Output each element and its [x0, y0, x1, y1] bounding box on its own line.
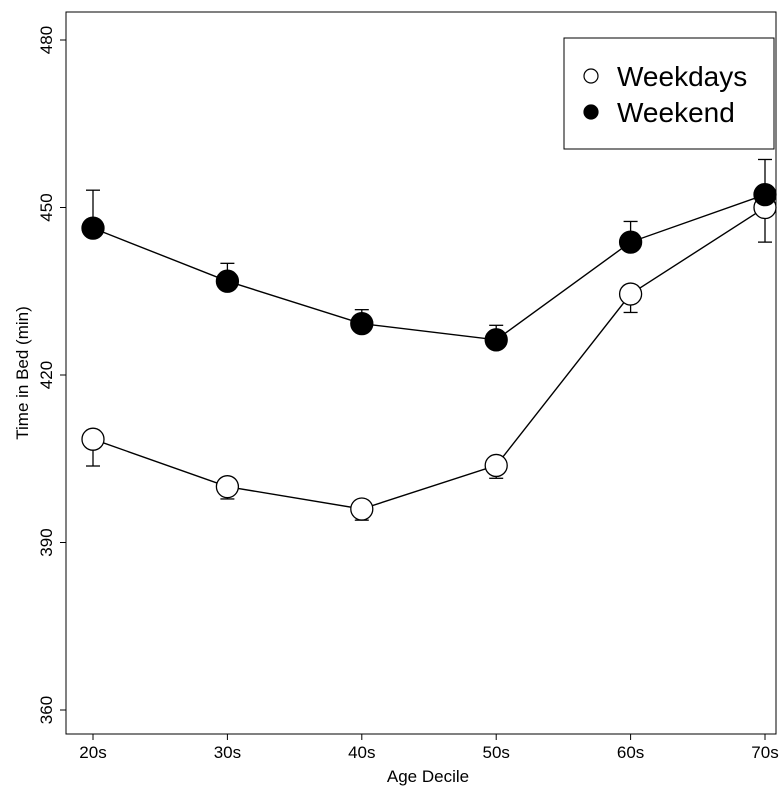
data-point-weekdays	[618, 282, 643, 306]
series-line-weekdays	[92, 206, 766, 510]
y-tick-label: 450	[37, 193, 56, 221]
data-point-weekdays	[484, 453, 508, 478]
data-point-weekend	[81, 216, 105, 240]
x-tick-label: 70s	[751, 743, 778, 762]
data-point-weekend	[753, 183, 777, 207]
series-layer	[81, 158, 777, 521]
plot-area-border	[65, 11, 777, 735]
x-tick-label: 40s	[348, 743, 375, 762]
data-point-weekdays	[215, 475, 240, 499]
series-line-weekend	[92, 193, 766, 341]
legend-marker-weekdays	[583, 68, 599, 84]
data-point-weekend	[215, 269, 240, 293]
data-point-weekdays	[81, 427, 105, 451]
x-axis: 20s 30s 40s 50s 60s 70s	[79, 734, 779, 762]
x-tick-label: 30s	[214, 743, 241, 762]
y-tick-label: 480	[37, 26, 56, 54]
legend-label-weekend: Weekend	[617, 97, 735, 128]
y-tick-label: 390	[37, 528, 56, 556]
legend-marker-weekend	[583, 104, 599, 120]
data-point-weekend	[350, 311, 374, 336]
y-tick-label: 420	[37, 361, 56, 389]
y-tick-label: 360	[37, 696, 56, 724]
x-tick-label: 20s	[79, 743, 106, 762]
legend: Weekdays Weekend	[563, 37, 775, 150]
legend-label-weekdays: Weekdays	[617, 61, 747, 92]
data-point-weekdays	[350, 497, 374, 521]
data-point-weekend	[618, 230, 643, 254]
y-axis: 360 390 420 450 480	[37, 26, 66, 724]
data-point-weekend	[484, 328, 508, 352]
legend-box	[563, 37, 775, 150]
x-tick-label: 60s	[617, 743, 644, 762]
y-axis-title: Time in Bed (min)	[13, 306, 32, 440]
x-tick-label: 50s	[482, 743, 509, 762]
x-axis-title: Age Decile	[387, 767, 469, 786]
